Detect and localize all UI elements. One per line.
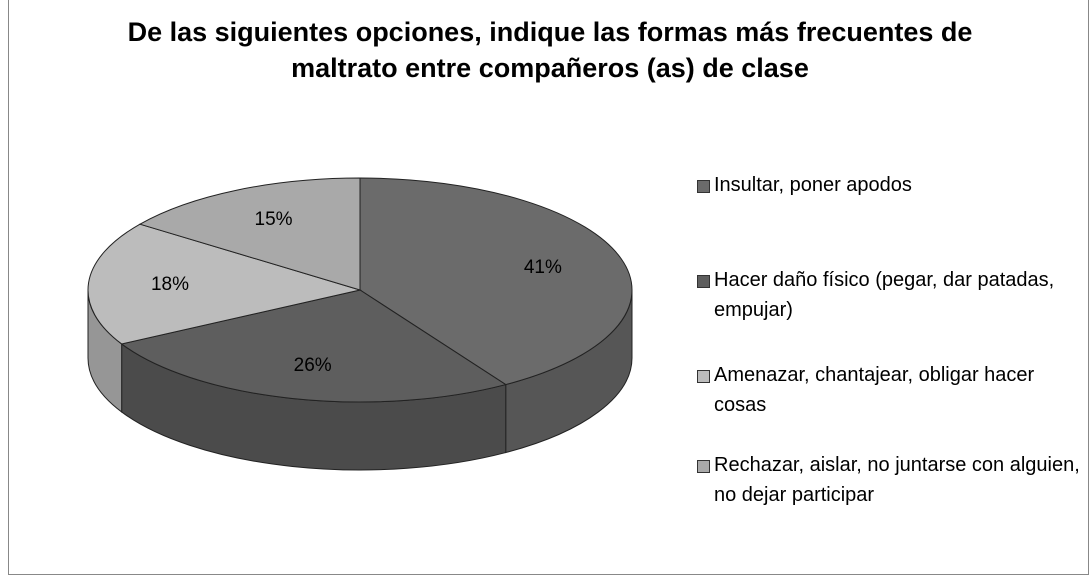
legend-label: Rechazar, aislar, no juntarse con alguie… [714, 454, 1080, 506]
legend-item: Amenazar, chantajear, obligar hacer cosa… [697, 360, 1087, 420]
legend-label: Insultar, poner apodos [714, 174, 912, 196]
chart-frame [8, 0, 1089, 575]
legend-item: Insultar, poner apodos [697, 170, 1087, 200]
legend-swatch [697, 180, 710, 193]
legend-label: Amenazar, chantajear, obligar hacer cosa… [714, 364, 1035, 416]
data-label: 41% [524, 257, 562, 278]
legend-swatch [697, 370, 710, 383]
legend-swatch [697, 275, 710, 288]
data-label: 26% [294, 355, 332, 376]
legend-item: Rechazar, aislar, no juntarse con alguie… [697, 450, 1087, 510]
pie-slice [87, 223, 362, 345]
legend-item: Hacer daño físico (pegar, dar patadas, e… [697, 265, 1087, 325]
chart-title: De las siguientes opciones, indique las … [127, 17, 973, 83]
legend-label: Hacer daño físico (pegar, dar patadas, e… [714, 269, 1055, 321]
data-label: 18% [151, 274, 189, 295]
pie-slice [359, 177, 633, 386]
legend-swatch [697, 460, 710, 473]
pie-slice [138, 177, 361, 291]
data-label: 15% [255, 209, 293, 230]
pie-slice [120, 289, 507, 403]
